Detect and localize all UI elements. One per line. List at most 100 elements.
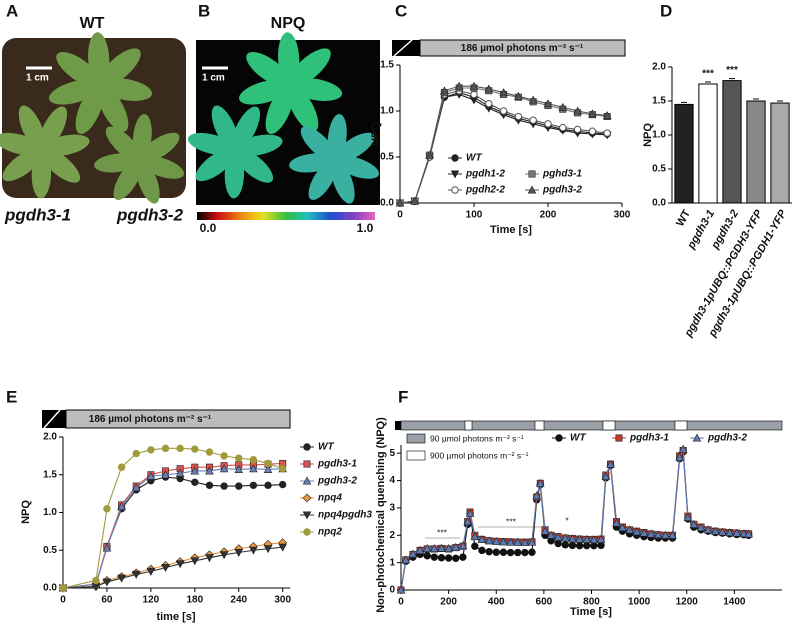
leaf (139, 132, 180, 163)
legend-swatch (406, 433, 426, 444)
legend-marker (528, 170, 536, 178)
marker (520, 537, 530, 546)
dark-period (395, 421, 401, 430)
x-tick-label: 200 (440, 597, 457, 608)
marker (588, 127, 597, 135)
x-tick-label: 200 (540, 210, 557, 221)
y-axis-label: NPQ (370, 122, 382, 146)
legend-marker (302, 493, 312, 503)
marker (249, 481, 258, 490)
annotation: *** (437, 527, 448, 537)
legend-marker (692, 433, 702, 442)
marker (532, 491, 542, 500)
marker (220, 482, 228, 490)
marker (554, 539, 562, 548)
legend-label: WT (318, 442, 334, 453)
x-tick-label: 800 (583, 597, 600, 608)
marker (117, 574, 126, 583)
legend-swatch (406, 450, 426, 461)
marker (396, 585, 406, 594)
dark-slash (393, 39, 413, 57)
marker (205, 481, 214, 490)
legend-label: pgdh3-2 (542, 185, 582, 196)
leaf (195, 148, 236, 182)
legend-marker (303, 443, 311, 451)
panel-title: NPQ (271, 15, 306, 32)
bar (674, 103, 694, 204)
marker (703, 525, 713, 534)
leaf (246, 51, 291, 88)
marker (478, 546, 486, 555)
x-tick-label: 1200 (676, 597, 699, 608)
marker (176, 444, 184, 453)
marker (401, 555, 411, 564)
marker (625, 525, 634, 534)
marker (205, 466, 214, 475)
marker (451, 542, 461, 551)
marker (471, 542, 479, 550)
light-bar (65, 409, 291, 429)
y-tick-label: 0.5 (652, 164, 666, 175)
y-tick-label: 0.0 (43, 583, 57, 594)
legend-label: WT (570, 433, 586, 444)
marker (147, 446, 155, 454)
marker (589, 535, 599, 544)
marker (278, 465, 287, 473)
legend-marker (527, 185, 537, 194)
marker (546, 530, 556, 539)
leaf (308, 159, 338, 201)
marker (696, 523, 706, 532)
marker (553, 532, 563, 541)
marker (219, 464, 229, 473)
marker (573, 106, 582, 115)
x-tick-label: 600 (536, 597, 553, 608)
marker (661, 530, 670, 539)
marker (264, 481, 272, 490)
marker (575, 534, 584, 543)
dark-slash (43, 409, 61, 429)
marker (597, 541, 605, 550)
series-line (62, 468, 283, 589)
marker (675, 452, 684, 461)
y-tick-label: 2.0 (43, 432, 57, 443)
legend-marker (451, 186, 459, 194)
y-tick-label: 0.0 (652, 198, 666, 209)
marker (485, 99, 493, 108)
colorbar-label: 1.0 (357, 221, 374, 235)
marker (732, 528, 742, 537)
marker (521, 548, 529, 557)
marker (59, 584, 67, 592)
marker (161, 564, 170, 573)
high-light (674, 420, 688, 431)
high-light (464, 420, 473, 431)
marker (249, 455, 258, 464)
annotation: * (565, 515, 569, 525)
marker (422, 543, 432, 552)
marker (543, 99, 553, 108)
marker (573, 125, 582, 134)
legend-label: WT (466, 153, 482, 164)
marker (190, 466, 200, 475)
y-tick-label: 0.0 (380, 198, 394, 209)
marker (603, 129, 611, 137)
marker (117, 502, 126, 510)
marker (430, 543, 439, 552)
marker (92, 576, 100, 585)
panel-letter: E (6, 387, 17, 406)
marker (491, 536, 501, 545)
plants (0, 32, 184, 204)
legend-label: pgdh3-2 (707, 433, 747, 444)
marker (575, 541, 584, 550)
marker (395, 198, 405, 207)
legend-label: 900 µmol photons m⁻² s⁻¹ (430, 450, 529, 460)
marker (540, 526, 550, 535)
y-tick-label: 5 (389, 448, 395, 459)
leaf (105, 126, 142, 162)
x-tick-label: 60 (101, 595, 113, 606)
y-tick-label: 0.5 (43, 545, 57, 556)
marker (220, 452, 228, 460)
x-tick-label: 0 (397, 210, 403, 221)
legend-marker (615, 434, 623, 442)
marker (470, 532, 480, 541)
marker (103, 505, 111, 513)
